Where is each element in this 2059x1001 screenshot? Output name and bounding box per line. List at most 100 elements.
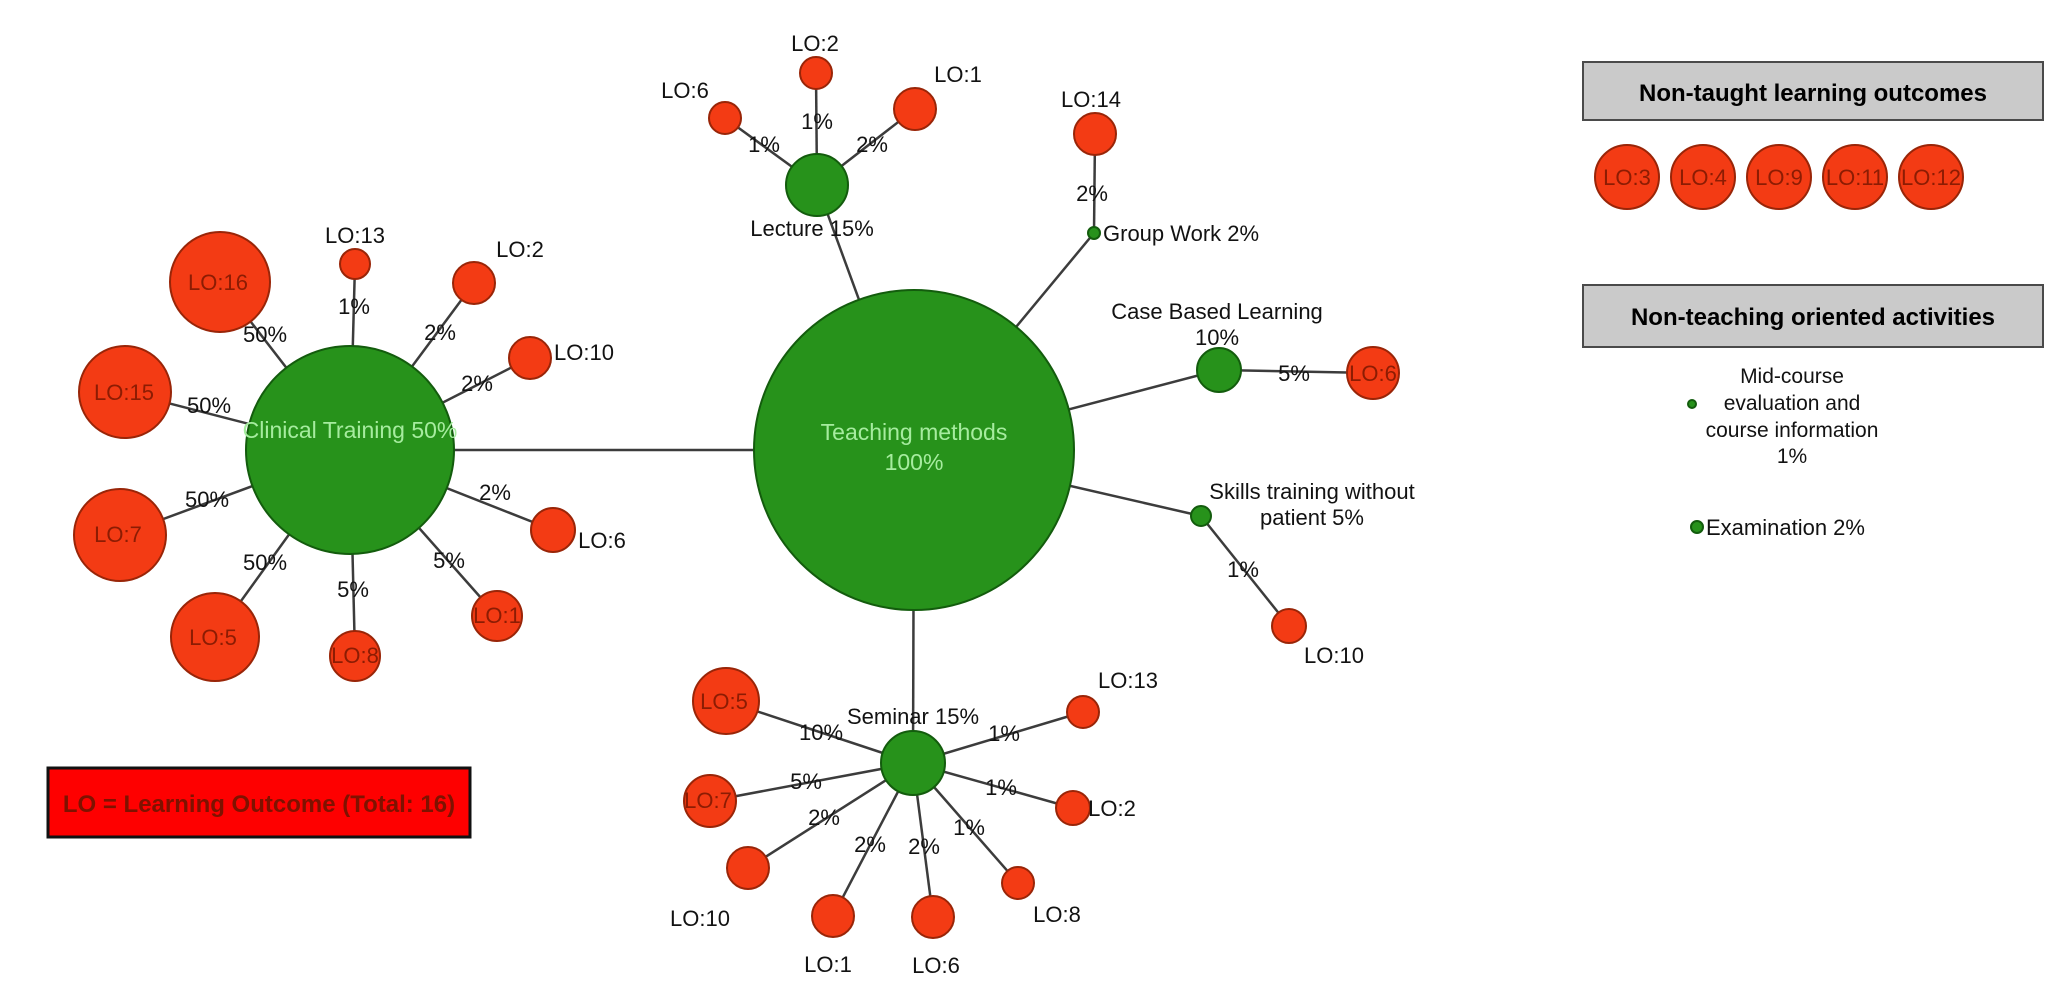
edge-pct: 2%	[424, 320, 456, 345]
node-lo2-lecture	[799, 56, 833, 90]
edge-pct: 1%	[985, 775, 1017, 800]
lo-label: LO:12	[1901, 165, 1961, 190]
node-case-based-learning	[1196, 347, 1242, 393]
node-lo6-clinical	[530, 507, 576, 553]
case-based-label-line2: 10%	[1195, 325, 1239, 350]
edge-pct: 1%	[988, 721, 1020, 746]
edge-pct: 1%	[748, 132, 780, 157]
edge-pct: 2%	[479, 480, 511, 505]
teaching-label-line1: Teaching methods	[821, 419, 1008, 445]
node-skills-training	[1190, 505, 1212, 527]
edge-pct: 2%	[908, 834, 940, 859]
legend-box	[46, 766, 472, 839]
legend-label: LO = Learning Outcome (Total: 16)	[63, 791, 455, 818]
node-lo13-seminar	[1066, 695, 1100, 729]
node-lo16-clinical	[169, 231, 271, 333]
node-lo6-lecture	[708, 101, 742, 135]
node-lo1-seminar	[811, 894, 855, 938]
lo-label: LO:14	[1061, 87, 1121, 112]
node-lo10-skills	[1271, 608, 1307, 644]
lo-label: LO:6	[661, 78, 709, 103]
mid-course-line2: evaluation and	[1724, 392, 1861, 415]
non-teaching-title: Non-teaching oriented activities	[1631, 304, 1995, 331]
edge-pct: 50%	[185, 487, 229, 512]
lo-label: LO:11	[1826, 165, 1884, 190]
edge-pct: 5%	[433, 548, 465, 573]
edge-pct: 2%	[1076, 181, 1108, 206]
edge-pct: 5%	[337, 577, 369, 602]
node-lo2-clinical	[452, 261, 496, 305]
mid-course-line3: course information	[1706, 419, 1879, 442]
lo-label: LO:5	[189, 625, 237, 650]
node-lo11-non-taught	[1822, 144, 1888, 210]
lo-label: LO:9	[1755, 165, 1803, 190]
mid-course-line4: 1%	[1777, 445, 1807, 468]
node-lo8-seminar	[1001, 866, 1035, 900]
node-lo15-clinical	[78, 345, 172, 439]
lo-label: LO:2	[791, 31, 839, 56]
lo-label: LO:1	[934, 62, 982, 87]
lo-label: LO:1	[804, 952, 852, 977]
examination-label: Examination 2%	[1706, 515, 1865, 540]
edge-pct: 2%	[808, 805, 840, 830]
non-taught-header-box	[1582, 61, 2044, 121]
node-lecture	[785, 153, 849, 217]
edge	[1200, 515, 1290, 627]
node-lo1-clinical	[471, 590, 523, 642]
lo-label: LO:15	[94, 380, 154, 405]
skills-label-line2: patient 5%	[1260, 505, 1364, 530]
edge-pct: 1%	[1227, 557, 1259, 582]
node-lo5-seminar	[692, 667, 760, 735]
non-teaching-header-box	[1582, 284, 2044, 348]
lo-label: LO:8	[1033, 902, 1081, 927]
non-taught-title: Non-taught learning outcomes	[1639, 80, 1987, 107]
edge-pct: 2%	[461, 371, 493, 396]
node-lo9-non-taught	[1746, 144, 1812, 210]
case-based-label-line1: Case Based Learning	[1111, 299, 1323, 324]
mid-course-bullet-dot	[1687, 399, 1697, 409]
lo-label: LO:3	[1603, 165, 1651, 190]
lo-label: LO:5	[700, 689, 748, 714]
teaching-label-line2: 100%	[885, 449, 944, 475]
seminar-label: Seminar 15%	[847, 704, 979, 729]
clinical-label: Clinical Training 50%	[243, 417, 458, 443]
edge-pct: 50%	[187, 393, 231, 418]
edge-pct: 10%	[799, 720, 843, 745]
examination-bullet-dot	[1690, 520, 1704, 534]
lo-label: LO:16	[188, 270, 248, 295]
mid-course-line1: Mid-course	[1740, 365, 1844, 388]
edge-pct: 5%	[790, 769, 822, 794]
lo-label: LO:7	[684, 788, 732, 813]
skills-label-line1: Skills training without	[1209, 479, 1414, 504]
lecture-label: Lecture 15%	[750, 216, 874, 241]
node-lo3-non-taught	[1594, 144, 1660, 210]
group-work-label: Group Work 2%	[1103, 221, 1259, 246]
node-lo13-clinical	[339, 248, 371, 280]
node-lo14-group-work	[1073, 112, 1117, 156]
lo-label: LO:10	[554, 340, 614, 365]
node-lo6-seminar	[911, 895, 955, 939]
lo-label: LO:6	[578, 528, 626, 553]
node-lo2-seminar	[1055, 790, 1091, 826]
node-lo10-clinical	[508, 336, 552, 380]
edge-pct: 50%	[243, 322, 287, 347]
lo-label: LO:6	[912, 953, 960, 978]
lo-label: LO:8	[331, 643, 379, 668]
edge-pct: 5%	[1278, 361, 1310, 386]
lo-label: LO:10	[1304, 643, 1364, 668]
node-lo4-non-taught	[1670, 144, 1736, 210]
lo-label: LO:6	[1349, 361, 1397, 386]
lo-label: LO:4	[1679, 165, 1727, 190]
node-lo12-non-taught	[1898, 144, 1964, 210]
node-seminar	[880, 730, 946, 796]
edge-pct: 1%	[801, 109, 833, 134]
lo-label: LO:2	[1088, 796, 1136, 821]
lo-label: LO:13	[1098, 668, 1158, 693]
node-group-work	[1087, 226, 1101, 240]
lo-label: LO:1	[473, 603, 521, 628]
node-lo7-clinical	[73, 488, 167, 582]
node-lo8-clinical	[329, 630, 381, 682]
lo-label: LO:13	[325, 223, 385, 248]
